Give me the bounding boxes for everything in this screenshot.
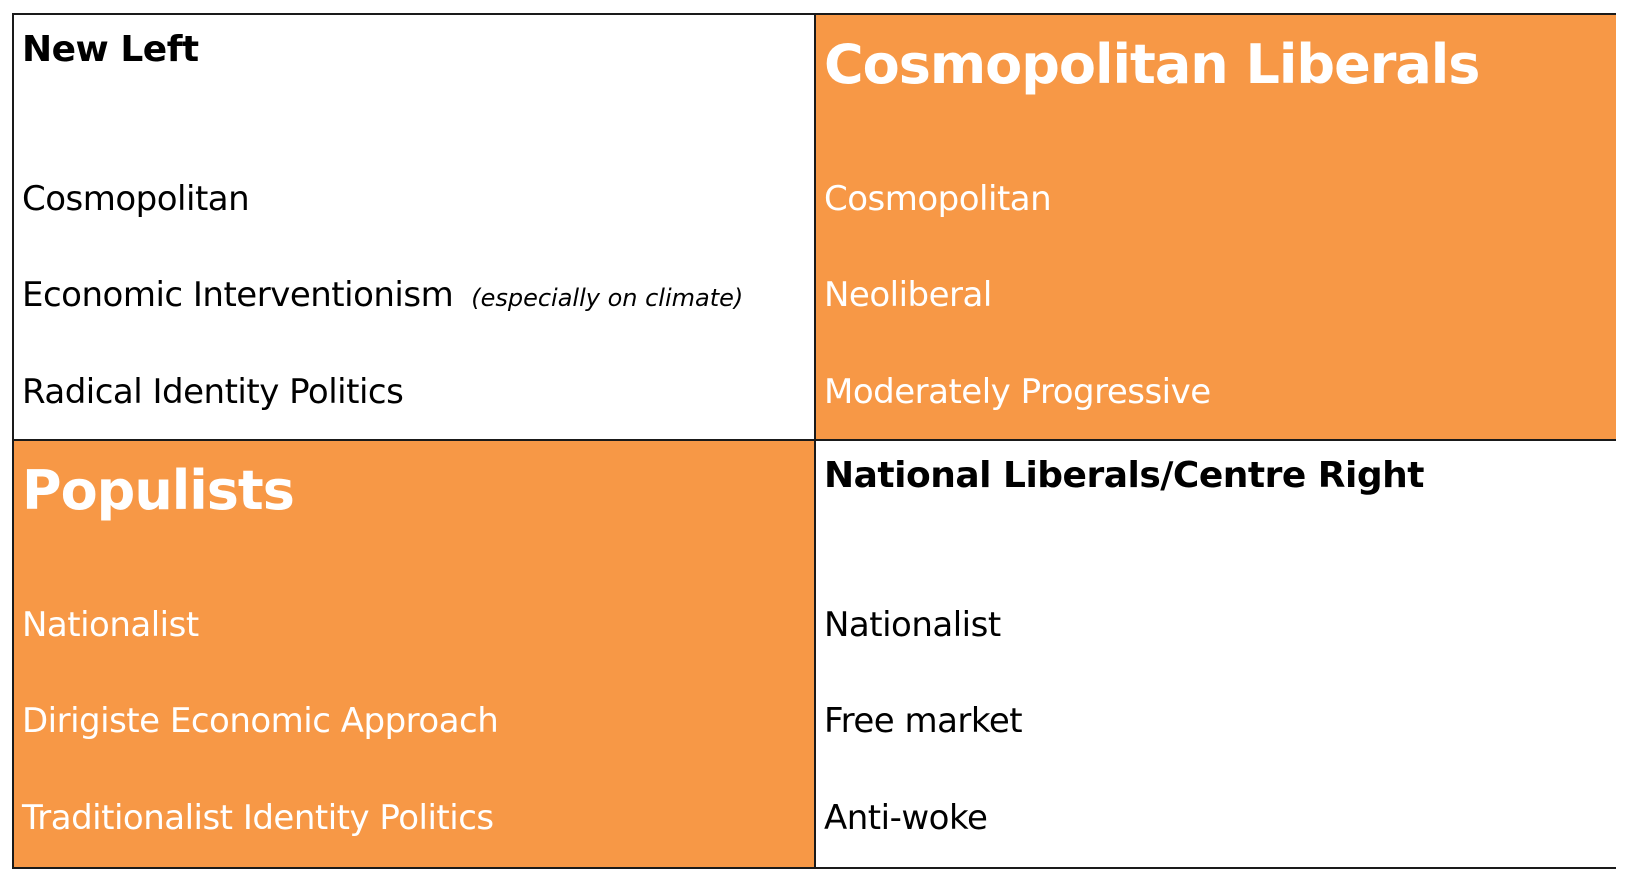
quadrant-trait-with-note: Economic Interventionism (especially on c… — [22, 275, 743, 315]
quadrant-trait: Free market — [824, 701, 1023, 741]
trait-note: (especially on climate) — [471, 284, 744, 312]
quadrant-trait: Radical Identity Politics — [22, 372, 404, 412]
quadrant-trait: Traditionalist Identity Politics — [22, 798, 494, 838]
quadrant-trait: Moderately Progressive — [824, 372, 1211, 412]
quadrant-trait: Nationalist — [22, 605, 199, 645]
quadrant-trait: Cosmopolitan — [22, 179, 250, 219]
quadrant-populists: Populists Nationalist Dirigiste Economic… — [14, 441, 816, 867]
quadrant-trait: Dirigiste Economic Approach — [22, 701, 499, 741]
quadrant-title: Populists — [22, 459, 295, 522]
quadrant-title: New Left — [22, 29, 199, 70]
quadrant-trait: Cosmopolitan — [824, 179, 1052, 219]
quadrant-title: Cosmopolitan Liberals — [824, 33, 1480, 96]
quadrant-cosmopolitan-liberals: Cosmopolitan Liberals Cosmopolitan Neoli… — [816, 15, 1616, 441]
quadrant-trait: Economic Interventionism — [22, 275, 454, 315]
quadrant-title: National Liberals/Centre Right — [824, 455, 1424, 496]
quadrant-trait: Anti-woke — [824, 798, 988, 838]
quadrant-national-liberals: National Liberals/Centre Right Nationali… — [816, 441, 1616, 867]
quadrant-new-left: New Left Cosmopolitan Economic Intervent… — [14, 15, 816, 441]
quadrant-trait: Nationalist — [824, 605, 1001, 645]
political-quadrant-grid: New Left Cosmopolitan Economic Intervent… — [12, 13, 1616, 869]
quadrant-trait: Neoliberal — [824, 275, 992, 315]
